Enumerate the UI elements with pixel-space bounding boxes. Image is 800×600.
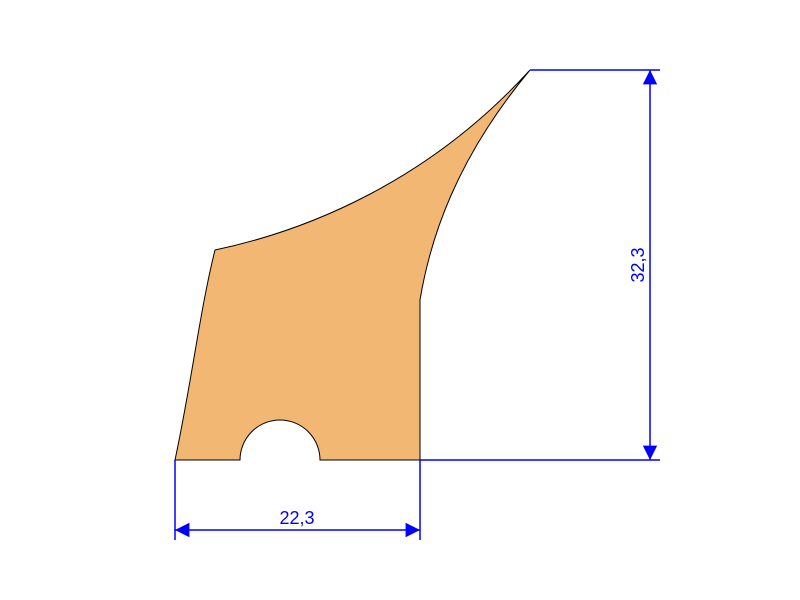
- dim-v-label: 32,3: [628, 247, 648, 282]
- dim-h-label: 22,3: [279, 508, 314, 528]
